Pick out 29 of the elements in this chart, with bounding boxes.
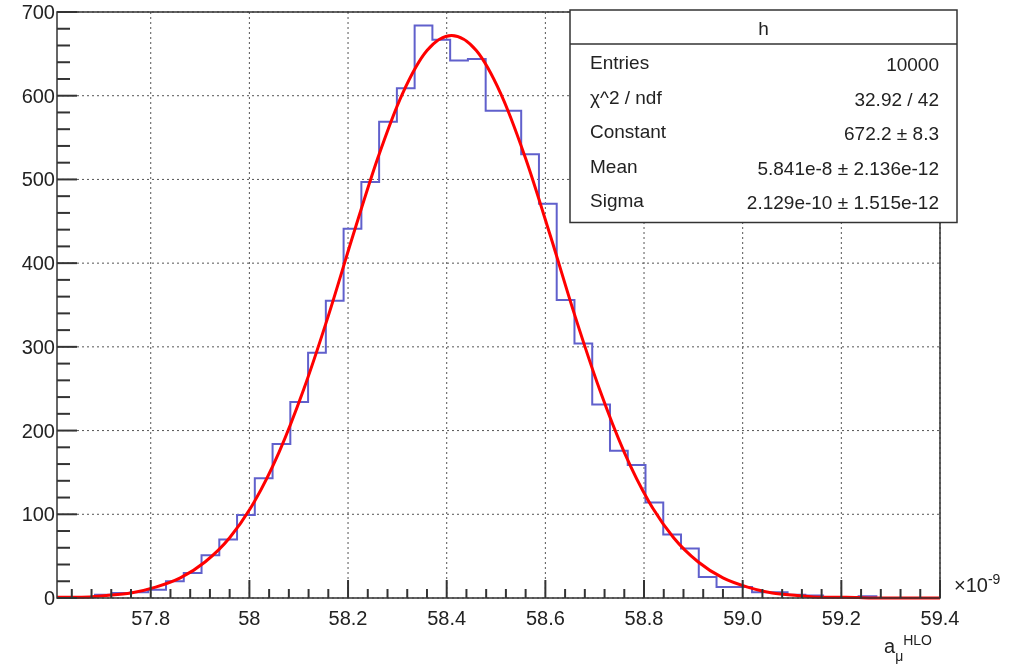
annotation: Constant <box>590 121 667 142</box>
annotation: χ^2 / ndf <box>590 86 663 108</box>
x-tick-label: 59.4 <box>920 607 960 629</box>
x-tick-label: 59.2 <box>821 607 861 629</box>
annotation: Entries <box>590 52 650 73</box>
annotation: h <box>758 18 769 39</box>
y-tick-label: 400 <box>21 252 55 275</box>
annotation: 10000 <box>886 54 939 75</box>
annotation: 5.841e-8 ± 2.136e-12 <box>757 157 939 179</box>
annotation: 2.129e-10 ± 1.515e-12 <box>746 192 939 213</box>
annotation: Mean <box>590 155 638 177</box>
text: ×10$^{-9}$ <box>954 571 1001 596</box>
y-tick-label: 100 <box>21 503 55 526</box>
x-tick-label: 58 <box>238 607 261 629</box>
y-tick-label: 600 <box>21 84 55 107</box>
y-tick-label: 0 <box>43 587 55 609</box>
x-tick-label: 58.6 <box>525 607 565 629</box>
x-tick-label: 58.4 <box>427 607 467 629</box>
annotation: Sigma <box>590 190 645 211</box>
y-tick-label: 500 <box>21 168 55 191</box>
x-tick-label: 59.0 <box>723 607 763 629</box>
y-tick-label: 700 <box>21 1 55 23</box>
y-tick-label: 300 <box>21 335 55 358</box>
y-tick-label: 200 <box>21 419 55 442</box>
x-tick-label: 58.2 <box>328 607 368 629</box>
x-tick-label: 57.8 <box>131 607 171 629</box>
x-tick-label: 58.8 <box>624 607 664 629</box>
annotation: 32.92 / 42 <box>854 88 939 110</box>
annotation: 672.2 ± 8.3 <box>844 123 939 144</box>
